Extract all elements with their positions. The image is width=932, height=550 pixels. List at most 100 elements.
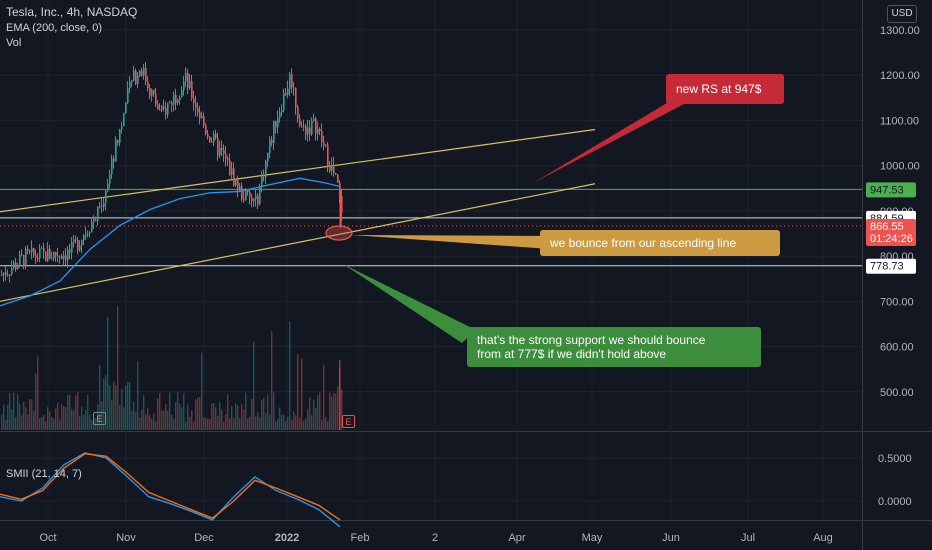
- candle-body: [239, 185, 241, 190]
- bounce-highlight-ellipse: [325, 225, 353, 241]
- x-tick-label: Aug: [813, 532, 833, 544]
- x-tick-label: Feb: [351, 532, 370, 544]
- candle-body: [237, 179, 239, 190]
- candle-body: [121, 126, 123, 130]
- smi-line: [0, 452, 341, 528]
- candle-body: [297, 107, 299, 119]
- volume-bar: [327, 421, 329, 430]
- upper-trendline: [0, 128, 596, 213]
- volume-bar: [103, 378, 105, 430]
- volume-bar: [157, 398, 159, 430]
- candle-body: [15, 262, 17, 270]
- candle-body: [79, 245, 81, 251]
- y-tick-label: 1100.00: [880, 115, 919, 127]
- volume-bar: [305, 418, 307, 430]
- candle-body: [213, 133, 215, 143]
- volume-bar: [47, 407, 49, 430]
- ema-legend[interactable]: EMA (200, close, 0): [6, 22, 102, 34]
- candle-body: [173, 94, 175, 105]
- bounce-pointer: [352, 235, 550, 249]
- volume-bar: [161, 410, 163, 430]
- volume-bar: [241, 404, 243, 430]
- callout-resistance[interactable]: new RS at 947$: [666, 74, 784, 104]
- currency-button[interactable]: USD: [887, 5, 917, 23]
- x-tick-label: Jul: [741, 532, 755, 544]
- volume-bar: [221, 410, 223, 430]
- candle-body: [207, 133, 209, 137]
- candle-body: [277, 118, 279, 128]
- candle-body: [333, 164, 335, 174]
- candle-body: [53, 251, 55, 259]
- earnings-marker-upcoming[interactable]: E: [342, 415, 355, 428]
- candle-body: [115, 139, 117, 162]
- volume-bar: [1, 414, 3, 430]
- volume-bar: [333, 393, 335, 430]
- candle-body: [315, 118, 317, 134]
- volume-bar: [119, 404, 121, 430]
- volume-bar: [273, 392, 275, 430]
- volume-bar: [331, 396, 333, 430]
- volume-bar: [245, 392, 247, 430]
- candle-body: [247, 189, 249, 193]
- volume-bar: [83, 415, 85, 430]
- trend-lines: [0, 128, 596, 302]
- candle-body: [19, 254, 21, 266]
- volume-bar: [179, 403, 181, 430]
- volume-bar: [89, 414, 91, 430]
- candle-body: [327, 144, 329, 167]
- volume-bar: [325, 417, 327, 430]
- volume-bar: [265, 413, 267, 430]
- volume-bar: [55, 408, 57, 430]
- callout-ascending-line[interactable]: we bounce from our ascending line: [540, 230, 780, 256]
- volume-bar: [267, 394, 269, 430]
- volume-bar: [105, 375, 107, 430]
- candle-body: [271, 139, 273, 144]
- candle-body: [289, 74, 291, 89]
- candle-body: [303, 126, 305, 128]
- candle-body: [299, 118, 301, 126]
- indicator-legend[interactable]: SMII (21, 14, 7): [6, 468, 82, 480]
- volume-bar: [57, 402, 59, 430]
- volume-bar: [283, 414, 285, 430]
- volume-bar: [275, 421, 277, 430]
- candle-body: [97, 206, 99, 221]
- candle-body: [69, 249, 71, 253]
- volume-bar: [193, 421, 195, 430]
- volume-bar: [169, 392, 171, 430]
- volume-bar: [125, 386, 127, 430]
- volume-bar: [39, 418, 41, 430]
- candle-body: [175, 94, 177, 104]
- candle-body: [111, 158, 113, 175]
- volume-bar: [229, 418, 231, 430]
- candle-body: [235, 179, 237, 186]
- callout-support[interactable]: that's the strong support we should boun…: [467, 327, 761, 367]
- candle-body: [71, 242, 73, 253]
- volume-legend[interactable]: Vol: [6, 37, 22, 49]
- candle-body: [221, 147, 223, 151]
- candle-body: [325, 144, 327, 146]
- candle-body: [209, 136, 211, 142]
- volume-bar: [129, 382, 131, 430]
- earnings-marker-past[interactable]: E: [93, 412, 106, 425]
- candle-body: [185, 72, 187, 82]
- volume-bar: [207, 418, 209, 430]
- candle-body: [281, 110, 283, 113]
- volume-bar: [91, 420, 93, 430]
- volume-bar: [195, 399, 197, 430]
- candle-body: [117, 139, 119, 143]
- candle-body: [61, 256, 63, 260]
- volume-bar: [43, 415, 45, 430]
- candle-body: [9, 274, 11, 276]
- candle-body: [73, 239, 75, 243]
- volume-bar: [77, 392, 79, 430]
- volume-bar: [59, 419, 61, 430]
- volume-bar: [203, 417, 205, 430]
- candle-body: [57, 255, 59, 257]
- candle-body: [67, 249, 69, 260]
- candle-body: [151, 90, 153, 96]
- resistance-pointer: [533, 100, 684, 183]
- volume-bar: [7, 405, 9, 430]
- volume-bar: [167, 410, 169, 430]
- volume-bar: [31, 399, 33, 430]
